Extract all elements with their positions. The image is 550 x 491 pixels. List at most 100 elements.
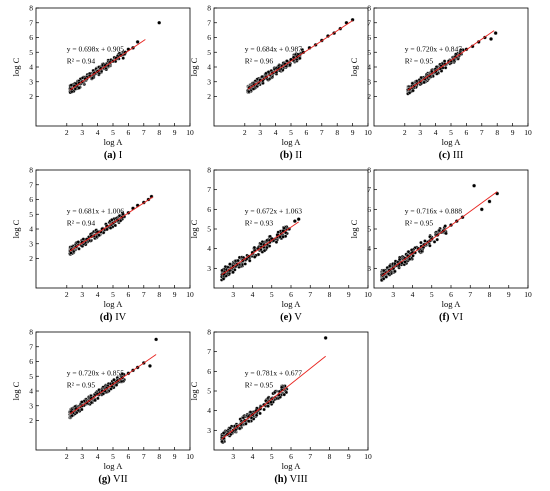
x-axis-ticks: 2 3 4 5 6 7 8 9 10	[65, 123, 194, 137]
panel-caption: (d) IV	[100, 312, 127, 323]
data-point	[244, 422, 248, 426]
data-point	[384, 275, 388, 279]
y-tick-label: 7	[367, 185, 371, 194]
scatter-points	[379, 183, 500, 283]
y-tick-label: 7	[29, 342, 33, 351]
y-tick-label: 3	[207, 77, 211, 86]
fit-line	[221, 355, 326, 440]
y-tick-label: 6	[367, 205, 371, 214]
y-tick-label: 6	[207, 205, 211, 214]
fit-marker	[109, 385, 111, 388]
fit-marker	[71, 411, 73, 414]
data-point	[110, 218, 114, 222]
data-point	[228, 262, 232, 266]
fit-marker	[441, 65, 444, 68]
x-tick-label: 7	[142, 128, 146, 137]
panel-letter: (b)	[280, 150, 293, 161]
x-axis-ticks: 2 3 4 5 6 7 8 9 10	[243, 123, 372, 137]
data-point	[267, 244, 272, 248]
y-tick-label: 7	[367, 18, 371, 27]
r-squared: R² = 0.94	[67, 219, 96, 228]
fit-marker	[249, 86, 251, 89]
x-tick-label: 5	[111, 452, 115, 461]
y-axis-label: log C	[349, 57, 359, 76]
fit-marker	[414, 84, 417, 86]
y-tick-label: 5	[207, 48, 211, 57]
fit-marker	[103, 227, 106, 230]
regression-equation: y = 0.684x + 0.987	[245, 45, 302, 54]
fit-marker	[114, 381, 117, 384]
fit-marker	[297, 55, 300, 57]
data-point	[220, 268, 224, 273]
data-point	[272, 390, 277, 395]
x-tick-label: 2	[403, 128, 407, 137]
y-tick-label: 4	[29, 387, 33, 396]
y-tick-label: 4	[207, 244, 211, 253]
scatter-points	[68, 337, 159, 420]
data-point	[406, 249, 411, 254]
data-point	[262, 407, 266, 412]
y-axis-ticks: 2 3 4 5 6 7 8	[367, 4, 377, 101]
x-tick-label: 6	[449, 290, 453, 299]
plot-frame	[373, 169, 529, 289]
fit-marker	[270, 398, 273, 401]
data-point	[80, 407, 84, 412]
data-point	[221, 431, 226, 435]
x-tick-label: 5	[270, 452, 274, 461]
fit-marker	[281, 65, 284, 68]
x-tick-label: 9	[173, 128, 177, 137]
r-squared: R² = 0.93	[245, 219, 274, 228]
data-point	[231, 270, 235, 274]
data-point	[97, 233, 101, 237]
chart-panel: 2 3 4 5 6 7 8 9 10 2 3 4 5 6 7 8 log A log C y = 0.684x + …	[189, 4, 372, 162]
x-tick-label: 4	[251, 452, 255, 461]
fit-marker	[447, 61, 449, 64]
data-point	[113, 223, 118, 228]
x-axis-label: log A	[104, 137, 124, 147]
r-squared: R² = 0.95	[245, 381, 274, 390]
data-point	[135, 39, 140, 44]
x-tick-label: 7	[142, 452, 146, 461]
x-tick-label: 9	[347, 452, 351, 461]
panel-caption: (h) VIII	[274, 474, 308, 485]
data-point	[393, 269, 397, 274]
x-tick-label: 10	[364, 128, 372, 137]
x-tick-label: 10	[524, 290, 532, 299]
fit-markers	[223, 234, 280, 274]
y-tick-label: 6	[29, 195, 33, 204]
y-tick-label: 7	[207, 347, 211, 356]
y-tick-label: 7	[29, 180, 33, 189]
data-point	[397, 257, 402, 262]
x-tick-label: 9	[173, 452, 177, 461]
r-squared: R² = 0.96	[245, 57, 274, 66]
y-tick-label: 7	[207, 185, 211, 194]
panel-letter: (g)	[98, 474, 111, 485]
x-tick-label: 9	[507, 290, 511, 299]
x-axis-label: log A	[442, 137, 462, 147]
data-point	[265, 245, 269, 250]
y-tick-label: 8	[367, 4, 371, 13]
y-tick-label: 2	[29, 254, 33, 263]
data-point	[292, 219, 297, 224]
y-tick-label: 2	[29, 92, 33, 101]
y-tick-label: 4	[367, 63, 371, 72]
fit-markers	[383, 233, 440, 275]
regression-equation: y = 0.720x + 0.847	[405, 45, 462, 54]
r-squared: R² = 0.95	[405, 219, 434, 228]
x-tick-label: 3	[391, 290, 395, 299]
x-tick-label: 4	[96, 128, 100, 137]
fit-marker	[420, 80, 422, 82]
fit-marker	[87, 76, 90, 79]
data-point	[251, 87, 256, 91]
data-point	[246, 419, 251, 423]
data-point	[69, 83, 74, 87]
y-axis-label: log C	[189, 57, 199, 76]
panel-letter: (h)	[274, 474, 287, 485]
x-tick-label: 5	[289, 128, 293, 137]
x-tick-label: 3	[258, 128, 262, 137]
y-tick-label: 3	[367, 264, 371, 273]
plot-frame	[35, 331, 191, 451]
data-point	[281, 235, 285, 239]
data-point	[247, 89, 251, 94]
y-tick-label: 3	[29, 401, 33, 410]
